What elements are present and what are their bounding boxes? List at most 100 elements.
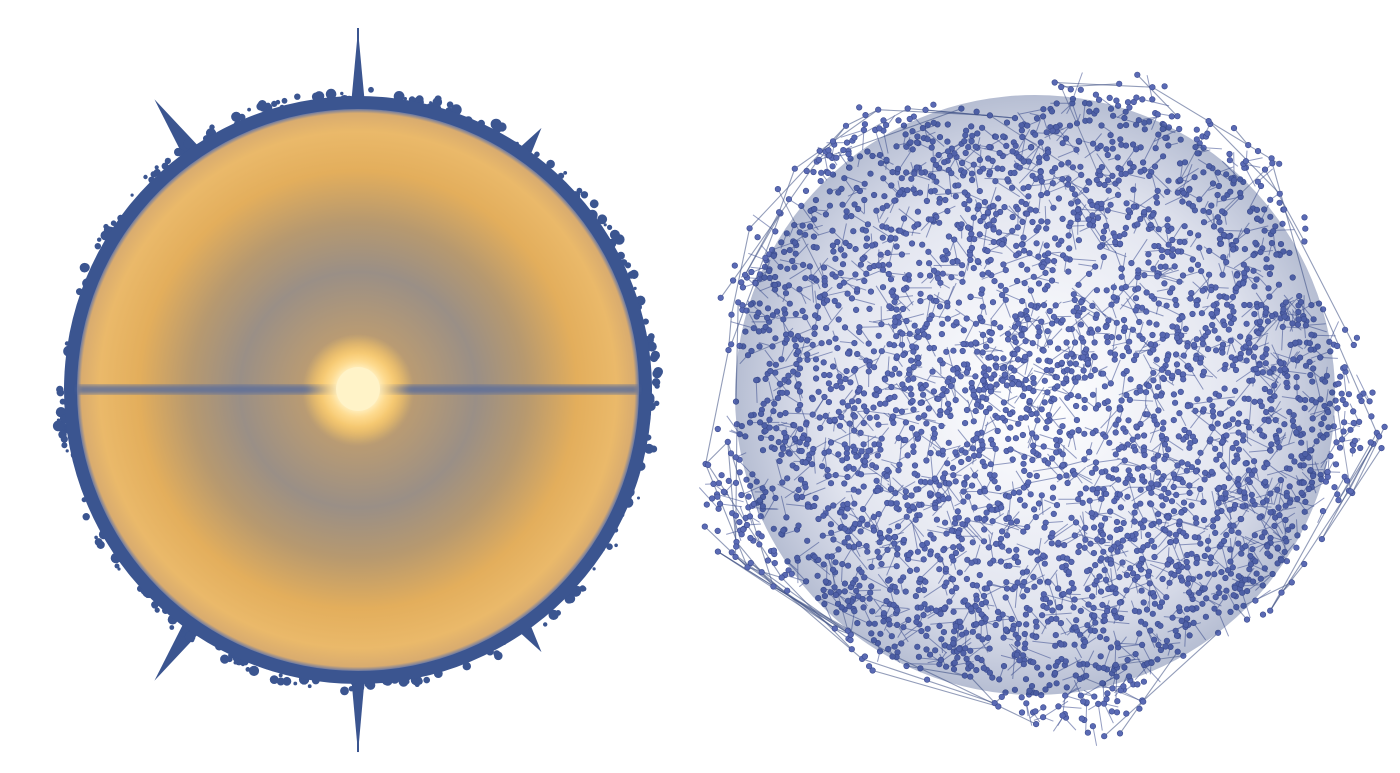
- network-link: [1095, 94, 1112, 107]
- rim-bump: [94, 538, 103, 546]
- rim-bump: [526, 143, 531, 147]
- network-link: [717, 551, 836, 629]
- network-link: [1337, 408, 1352, 492]
- rim-bump: [653, 367, 663, 377]
- rim-bump: [56, 385, 64, 394]
- network-node: [840, 147, 847, 154]
- network-node: [740, 526, 747, 533]
- network-link: [739, 505, 748, 526]
- rim-bump: [228, 657, 232, 661]
- rim-bump: [117, 567, 121, 571]
- network-node: [714, 493, 721, 500]
- network-node: [727, 450, 735, 457]
- network-node: [802, 187, 810, 194]
- network-node: [1337, 373, 1344, 380]
- network-node: [1350, 419, 1357, 427]
- rim-bump: [368, 86, 374, 93]
- network-node: [843, 139, 851, 146]
- network-node: [810, 168, 817, 176]
- rim-bump: [307, 684, 312, 689]
- rim-bump: [269, 675, 279, 684]
- network-link: [750, 562, 863, 660]
- network-link: [1136, 74, 1178, 117]
- rim-bump: [248, 665, 260, 677]
- rim-bump: [169, 625, 175, 630]
- network-node: [1113, 97, 1120, 104]
- network-node: [748, 268, 755, 276]
- network-node: [1092, 91, 1099, 98]
- network-link: [1025, 703, 1033, 726]
- network-link: [773, 586, 849, 632]
- network-node: [716, 500, 724, 508]
- rim-bump: [597, 214, 608, 225]
- rim-bump: [446, 101, 454, 108]
- network-node: [1267, 196, 1274, 203]
- network-link: [1269, 476, 1346, 611]
- network-node: [1254, 178, 1261, 185]
- rim-bump: [340, 686, 349, 696]
- network-node: [833, 154, 840, 161]
- rim-bump: [94, 243, 102, 250]
- network-node: [1154, 111, 1161, 118]
- network-node: [880, 117, 887, 124]
- network-link: [1142, 98, 1170, 107]
- network-node: [1040, 704, 1047, 711]
- rim-bump: [563, 171, 568, 175]
- rim-bump: [609, 229, 620, 240]
- rim-bump: [233, 660, 238, 665]
- rim-bump: [404, 679, 410, 685]
- network-node: [1176, 125, 1183, 133]
- network-node: [1339, 396, 1346, 404]
- network-node: [785, 196, 793, 203]
- network-node: [1193, 126, 1200, 133]
- network-node: [1095, 700, 1102, 708]
- network-node: [1106, 94, 1113, 101]
- network-link: [1058, 705, 1082, 709]
- network-node: [736, 469, 743, 476]
- rim-bump: [81, 263, 90, 272]
- network-node: [1126, 104, 1133, 111]
- radial-density-panel: [52, 28, 663, 753]
- network-node: [1242, 158, 1249, 165]
- rim-bump: [220, 654, 230, 664]
- network-node: [817, 178, 824, 185]
- network-link: [1103, 632, 1219, 737]
- network-link: [1348, 443, 1374, 491]
- network-link: [705, 349, 730, 465]
- network-node: [861, 121, 869, 128]
- network-node: [1349, 447, 1356, 454]
- network-link: [862, 129, 865, 151]
- network-node: [845, 150, 852, 158]
- network-node: [738, 491, 745, 499]
- network-node: [895, 117, 902, 124]
- network-node: [1120, 683, 1127, 690]
- network-node: [906, 115, 913, 123]
- network-node: [1018, 694, 1025, 701]
- network-node: [1080, 698, 1087, 705]
- network-node: [829, 163, 836, 170]
- network-node: [1103, 695, 1110, 703]
- network-link: [845, 109, 879, 127]
- network-node: [1124, 99, 1132, 106]
- network-link: [840, 129, 865, 138]
- rim-bump: [566, 594, 576, 604]
- network-node: [824, 169, 832, 177]
- rim-bump: [130, 193, 134, 197]
- network-node: [1226, 157, 1233, 164]
- network-link: [732, 161, 818, 281]
- network-node: [876, 125, 883, 132]
- rim-bump: [61, 442, 68, 449]
- network-node: [1336, 444, 1344, 451]
- rim-bump: [189, 637, 195, 643]
- rim-bump: [607, 224, 613, 230]
- rim-bump: [654, 400, 660, 406]
- network-node: [720, 488, 727, 495]
- rim-bump: [276, 677, 285, 686]
- network-link: [1322, 309, 1378, 434]
- network-node: [1023, 700, 1030, 707]
- network-link: [1042, 700, 1069, 718]
- network-link: [1085, 702, 1088, 733]
- network-link: [730, 228, 751, 315]
- network-link: [1257, 168, 1274, 183]
